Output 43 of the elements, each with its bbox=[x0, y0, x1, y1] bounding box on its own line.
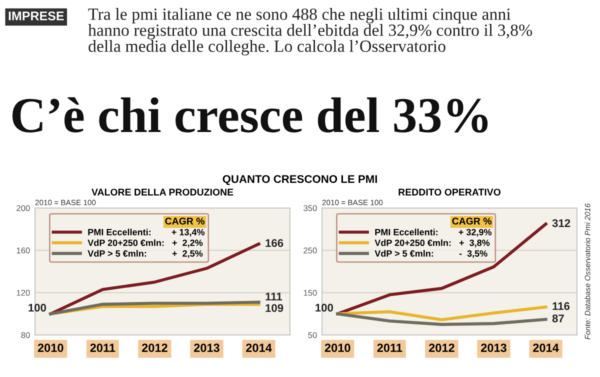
text: C’è chi cresce del 33% bbox=[12, 97, 488, 133]
data-label: 111 bbox=[266, 292, 282, 300]
data-label: 312 bbox=[552, 219, 570, 228]
y-tick-label: 150 bbox=[304, 290, 317, 296]
x-tick-label: 2011 bbox=[377, 344, 402, 352]
y-tick-label: 160 bbox=[16, 248, 30, 254]
data-label: 100 bbox=[316, 304, 333, 312]
x-tick-label: 2010 bbox=[38, 344, 64, 352]
line-series bbox=[336, 222, 548, 316]
legend-label: VdP 20+250 €mln: + 3,8% bbox=[374, 239, 490, 248]
y-tick-label: 120 bbox=[16, 290, 30, 296]
legend-title: CAGR % bbox=[452, 218, 492, 225]
legend-label: PMI Eccellenti: + 32,9% bbox=[375, 228, 492, 237]
x-tick-label: 2014 bbox=[533, 344, 559, 352]
legend-label: VdP > 5 €mln: - 3,5% bbox=[374, 250, 488, 258]
y-tick-label: 350 bbox=[304, 205, 317, 212]
y-tick-label: 80 bbox=[21, 332, 30, 338]
legend-label: VdP 20+250 €mln: + 2,2% bbox=[88, 239, 203, 248]
data-label: 166 bbox=[266, 239, 284, 247]
x-tick-label: 2013 bbox=[481, 344, 506, 352]
x-tick-label: 2012 bbox=[428, 344, 454, 352]
text: IMPRESE bbox=[8, 12, 64, 20]
x-tick-label: 2011 bbox=[90, 344, 116, 352]
legend-label: VdP > 5 €mln: + 2,5% bbox=[88, 250, 203, 258]
legend-label: PMI Eccellenti: + 13,4% bbox=[88, 228, 205, 237]
line-series bbox=[336, 306, 548, 322]
chart-title: VALORE DELLA PRODUZIONE bbox=[92, 188, 234, 196]
x-tick-label: 2010 bbox=[324, 344, 350, 352]
x-tick-label: 2012 bbox=[142, 344, 168, 352]
y-tick-label: 200 bbox=[16, 205, 30, 212]
x-tick-label: 2014 bbox=[246, 344, 272, 352]
line-series bbox=[336, 312, 548, 326]
chart-subtitle: QUANTO CRESCONO LE PMI bbox=[222, 175, 377, 186]
y-tick-label: 50 bbox=[308, 332, 317, 338]
data-label: 109 bbox=[266, 304, 284, 312]
data-label: 87 bbox=[552, 314, 564, 322]
legend-title: CAGR % bbox=[165, 218, 205, 225]
y-tick-label: 250 bbox=[304, 248, 317, 254]
x-tick-label: 2013 bbox=[194, 344, 220, 352]
data-label: 116 bbox=[552, 302, 570, 310]
data-label: 100 bbox=[28, 304, 46, 312]
text: Tra le pmi italiane ce ne sono 488 che negli ultimi cinque anni hanno registrato una crescita dell’ebitda del 32,9% contro il 3,8% della media delle colleghe. Lo calcola l’Osservatorio bbox=[88, 8, 532, 56]
chart-title: REDDITO OPERATIVO bbox=[398, 188, 501, 196]
